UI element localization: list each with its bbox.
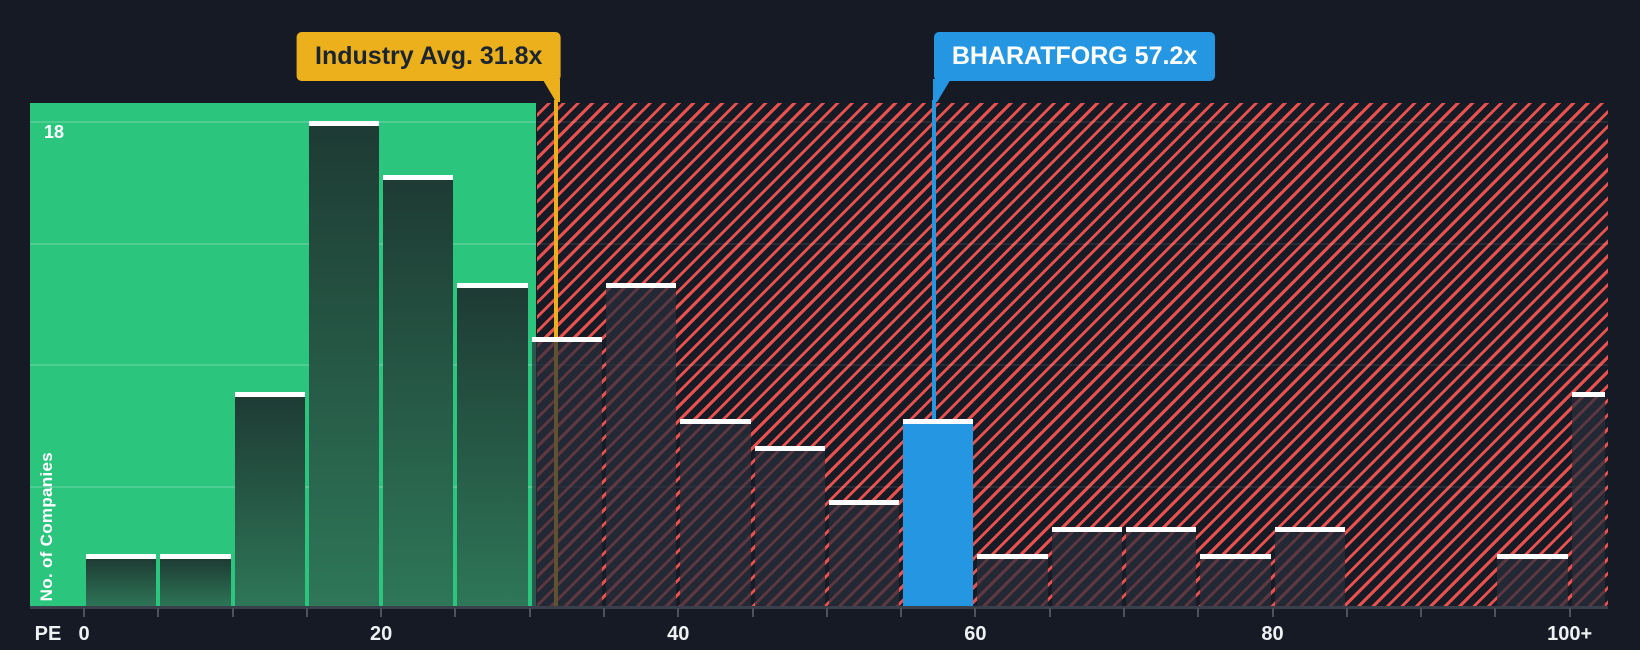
histogram-bar[interactable] bbox=[1571, 391, 1605, 608]
x-axis-tick-label: 100+ bbox=[1547, 623, 1593, 645]
gridline bbox=[30, 120, 536, 123]
industry-average-callout: Industry Avg. 31.8x bbox=[297, 32, 561, 81]
histogram-bar[interactable] bbox=[754, 445, 825, 608]
x-axis-tick bbox=[1271, 608, 1274, 617]
x-axis-tick bbox=[1568, 608, 1571, 617]
x-axis-line bbox=[30, 606, 1608, 609]
x-axis-tick bbox=[602, 608, 605, 617]
x-axis-tick bbox=[900, 608, 903, 617]
histogram-bar[interactable] bbox=[160, 553, 231, 608]
x-axis-tick bbox=[825, 608, 828, 617]
x-axis-tick bbox=[677, 608, 680, 617]
x-axis-tick bbox=[1122, 608, 1125, 617]
x-axis-tick bbox=[528, 608, 531, 617]
x-axis-tick bbox=[974, 608, 977, 617]
x-axis-tick bbox=[380, 608, 383, 617]
histogram-bar[interactable] bbox=[383, 175, 454, 608]
gridline bbox=[537, 120, 1608, 123]
company-marker-line bbox=[931, 100, 936, 419]
x-axis-tick-label: 60 bbox=[964, 623, 987, 645]
company-callout-pointer bbox=[932, 79, 951, 102]
histogram-bar[interactable] bbox=[605, 283, 677, 608]
gridline bbox=[30, 242, 536, 245]
x-axis-tick bbox=[1048, 608, 1051, 617]
x-axis-tick-label: 0 bbox=[78, 623, 90, 645]
industry-average-callout-label: Industry Avg. 31.8x bbox=[315, 42, 543, 70]
x-axis-tick bbox=[83, 608, 85, 617]
histogram-bar[interactable] bbox=[86, 553, 157, 608]
x-axis-tick bbox=[305, 608, 308, 617]
histogram-bar[interactable] bbox=[1497, 553, 1568, 608]
x-axis-tick-label: 40 bbox=[667, 623, 690, 645]
x-axis-tick bbox=[1345, 608, 1348, 617]
x-axis-tick bbox=[1420, 608, 1423, 617]
histogram-bar[interactable] bbox=[457, 283, 528, 608]
above-average-hatched-zone bbox=[537, 103, 1608, 608]
histogram-bar[interactable] bbox=[1200, 553, 1271, 608]
histogram-bar-company[interactable] bbox=[903, 418, 974, 608]
x-axis-tick-label: 80 bbox=[1261, 623, 1284, 645]
company-callout: BHARATFORG 57.2x bbox=[933, 32, 1216, 81]
histogram-bar[interactable] bbox=[1125, 526, 1197, 608]
industry-average-callout-pointer bbox=[542, 79, 561, 102]
x-axis-tick bbox=[1197, 608, 1200, 617]
histogram-bar[interactable] bbox=[531, 337, 602, 608]
x-axis-tick bbox=[1494, 608, 1497, 617]
histogram-bar[interactable] bbox=[308, 120, 380, 608]
gridline bbox=[537, 486, 1608, 489]
gridline bbox=[537, 242, 1608, 245]
histogram-bar[interactable] bbox=[828, 499, 900, 608]
company-callout-label: BHARATFORG 57.2x bbox=[951, 42, 1198, 70]
histogram-bar[interactable] bbox=[1051, 526, 1122, 608]
histogram-bar[interactable] bbox=[977, 553, 1048, 608]
x-axis-title: PE bbox=[34, 623, 62, 645]
histogram-bar[interactable] bbox=[680, 418, 751, 608]
gridline bbox=[30, 364, 536, 367]
y-axis-max-label: 18 bbox=[44, 122, 65, 142]
x-axis-tick bbox=[231, 608, 234, 617]
gridline bbox=[537, 364, 1608, 367]
x-axis-tick bbox=[157, 608, 160, 617]
histogram-bar[interactable] bbox=[1274, 526, 1345, 608]
x-axis-tick bbox=[751, 608, 754, 617]
x-axis-tick bbox=[454, 608, 457, 617]
x-axis-tick-label: 20 bbox=[370, 623, 393, 645]
y-axis-title: No. of Companies bbox=[37, 451, 56, 601]
histogram-bar[interactable] bbox=[234, 391, 305, 608]
